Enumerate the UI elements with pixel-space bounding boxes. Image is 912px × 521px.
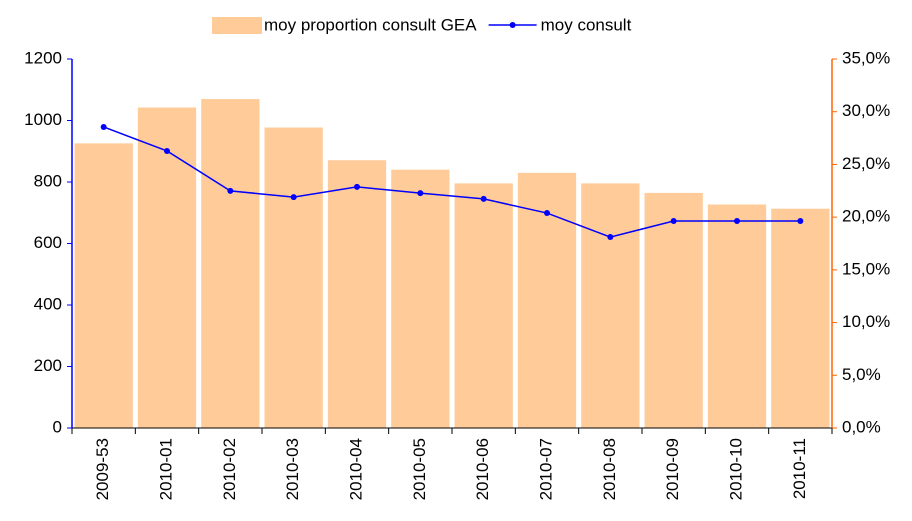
x-tick-label: 2009-53 [93, 438, 112, 500]
y2-tick-label: 15,0% [842, 259, 890, 278]
y2-tick-label: 25,0% [842, 154, 890, 173]
legend-swatch [212, 17, 262, 34]
x-tick-label: 2010-05 [410, 438, 429, 500]
x-tick-label: 2010-06 [473, 438, 492, 500]
bar [74, 143, 133, 429]
bar [201, 99, 260, 428]
line-marker [100, 123, 107, 130]
line [103, 126, 801, 238]
y2-tick-label: 10,0% [842, 312, 890, 331]
line-marker [417, 190, 424, 197]
x-tick-label: 2010-08 [600, 438, 619, 500]
x-tick-label: 2010-11 [790, 438, 809, 499]
line-marker [227, 187, 234, 194]
line-marker [480, 195, 487, 202]
bar [707, 204, 767, 428]
x-tick-label: 2010-10 [726, 438, 745, 500]
legend-marker [509, 22, 516, 28]
y-tick-label: 400 [34, 294, 62, 313]
x-tick-label: 2010-02 [220, 438, 239, 500]
line-marker [797, 218, 804, 225]
y2-tick-label: 20,0% [842, 207, 890, 226]
line-marker [164, 147, 170, 154]
line-marker [354, 183, 360, 190]
y-tick-label: 600 [34, 233, 62, 252]
bar [137, 107, 197, 429]
y-tick-label: 200 [34, 356, 62, 375]
x-tick-label: 2010-01 [156, 438, 175, 500]
x-tick-label: 2010-07 [536, 438, 555, 500]
x-tick-label: 2010-04 [346, 438, 365, 500]
bar [771, 208, 830, 428]
bar [454, 183, 513, 428]
legend-label: moy proportion consult GEA [264, 15, 477, 34]
x-tick-label: 2010-03 [283, 438, 302, 500]
x-tick-label: 2010-09 [663, 438, 682, 500]
line-marker [734, 218, 740, 225]
y-tick-label: 1000 [24, 110, 62, 129]
line-marker [607, 234, 614, 241]
y-tick-label: 800 [34, 171, 62, 190]
legend-label: moy consult [541, 15, 632, 34]
bar [581, 183, 640, 428]
y-tick-label: 0 [53, 417, 62, 436]
line-marker [670, 218, 677, 225]
y2-tick-label: 30,0% [842, 101, 890, 120]
bar [644, 192, 703, 428]
line-marker [290, 194, 297, 201]
y2-tick-label: 0,0% [842, 417, 881, 436]
bar [327, 160, 387, 428]
y2-tick-label: 35,0% [842, 48, 890, 67]
bar [391, 169, 450, 428]
line-marker [544, 210, 550, 217]
y2-tick-label: 5,0% [842, 365, 881, 384]
bar [264, 127, 323, 429]
y-tick-label: 1200 [24, 48, 62, 67]
